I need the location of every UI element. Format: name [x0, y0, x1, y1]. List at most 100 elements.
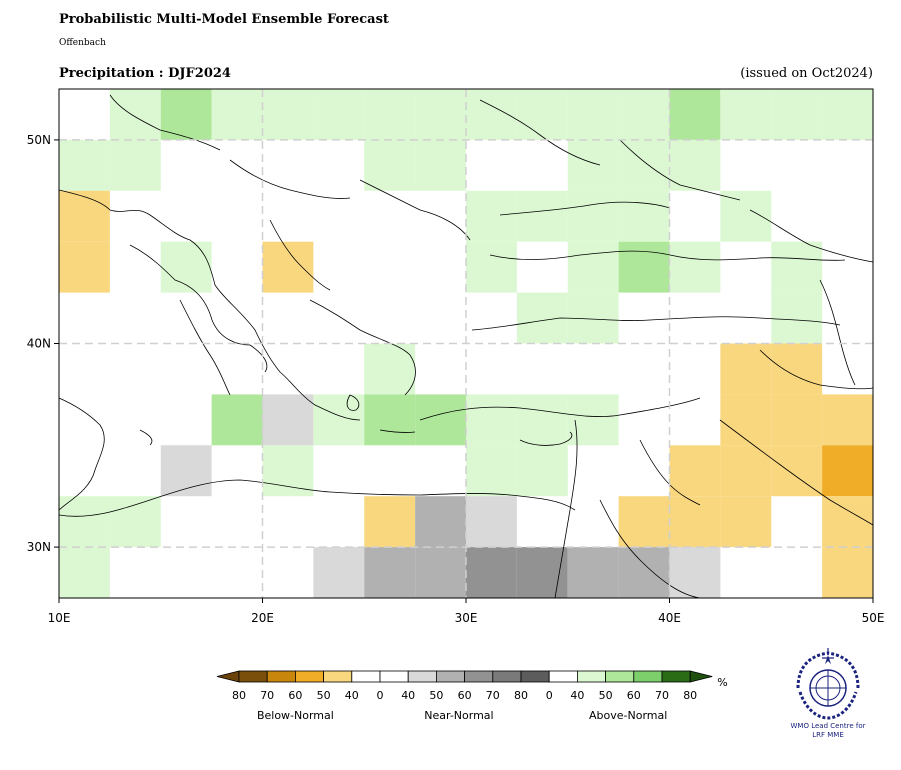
y-tick-label: 50N [27, 133, 51, 147]
probability-cell [669, 241, 721, 293]
colorbar-segment [633, 670, 663, 683]
logo-caption: WMO Lead Centre for LRF MME [780, 722, 876, 740]
probability-cell [669, 496, 721, 548]
probability-cell [109, 89, 161, 140]
probability-cell [211, 394, 263, 446]
colorbar-left-arrow [216, 670, 240, 683]
probability-cell [567, 547, 619, 598]
colorbar-segment [266, 670, 296, 683]
probability-cell [618, 139, 670, 191]
probability-cell [822, 89, 873, 140]
colorbar-segment [294, 670, 324, 683]
probability-cell [567, 89, 619, 140]
colorbar-tick-label: 0 [546, 689, 553, 702]
colorbar-tick-label: 40 [345, 689, 359, 702]
colorbar-segment [351, 670, 381, 683]
colorbar-tick-label: 40 [401, 689, 415, 702]
probability-cell [822, 496, 873, 548]
y-tick-label: 30N [27, 540, 51, 554]
colorbar-right-arrow [689, 670, 713, 683]
probability-cell [466, 445, 517, 497]
probability-cell [262, 394, 314, 446]
chart-title: Probabilistic Multi-Model Ensemble Forec… [59, 12, 389, 27]
colorbar-tick-label: 70 [260, 689, 274, 702]
probability-cell [669, 89, 721, 140]
probability-cell [720, 445, 772, 497]
probability-cell [364, 139, 416, 191]
colorbar-segment [577, 670, 607, 683]
x-tick-label: 50E [862, 611, 885, 625]
probability-cell [211, 89, 263, 140]
probability-cell [59, 547, 110, 598]
probability-cell [822, 445, 873, 497]
colorbar-tick-label: 50 [429, 689, 443, 702]
probability-cell [618, 547, 670, 598]
probability-cell [516, 89, 568, 140]
colorbar-segment [435, 670, 465, 683]
probability-cell [567, 241, 619, 293]
gridlines [59, 89, 873, 598]
colorbar-segment [407, 670, 437, 683]
probability-cell [618, 241, 670, 293]
colorbar-segment [520, 670, 550, 683]
probability-cell [618, 496, 670, 548]
probability-cell [720, 496, 772, 548]
x-tick-label: 30E [455, 611, 478, 625]
probability-cell [771, 394, 823, 446]
logo-caption-line2: LRF MME [812, 731, 844, 739]
probability-cell [364, 89, 416, 140]
probability-cell [415, 89, 466, 140]
x-tick-label: 40E [658, 611, 681, 625]
issued-label: (issued on Oct2024) [740, 66, 873, 81]
probability-cell [567, 139, 619, 191]
probability-cell [262, 89, 314, 140]
probability-cell [466, 89, 517, 140]
colorbar-tick-label: 80 [514, 689, 528, 702]
probability-cell [822, 547, 873, 598]
colorbar-segment [661, 670, 691, 683]
colorbar-tick-label: 80 [683, 689, 697, 702]
probability-cell [822, 394, 873, 446]
probability-cell [516, 190, 568, 242]
colorbar-tick-label: 60 [288, 689, 302, 702]
colorbar-legend: 80 70 60 50 40 0 40 50 60 70 80 0 40 50 60 70 80% Below-N… [216, 670, 728, 722]
probability-cell [466, 547, 517, 598]
chart-subtitle: Offenbach [59, 38, 106, 48]
colorbar-segment [379, 670, 409, 683]
probability-cell [720, 343, 772, 395]
colorbar-group-label: Below-Normal [257, 709, 334, 722]
probability-cell [466, 496, 517, 548]
probability-cell [415, 139, 466, 191]
probability-cell [771, 445, 823, 497]
colorbar-segment [605, 670, 635, 683]
probability-cell [262, 241, 314, 293]
colorbar-segment [492, 670, 522, 683]
probability-cell [160, 241, 212, 293]
probability-cell [466, 241, 517, 293]
colorbar-tick-label: 80 [232, 689, 246, 702]
x-tick-label: 10E [48, 611, 71, 625]
probability-cell [109, 139, 161, 191]
probability-cell [720, 89, 772, 140]
axis-ticks: 10E 20E 30E 40E 50E 50N 40N 30N [27, 133, 885, 625]
probability-cell [109, 496, 161, 548]
colorbar-segment [464, 670, 494, 683]
probability-cell [415, 496, 466, 548]
colorbar-segment [323, 670, 353, 683]
probability-cell [720, 190, 772, 242]
colorbar-tick-label: 50 [317, 689, 331, 702]
probability-cell [59, 139, 110, 191]
probability-cell [59, 241, 110, 293]
colorbar-group-label: Above-Normal [589, 709, 667, 722]
colorbar-tick-label: 60 [458, 689, 472, 702]
probability-cell [516, 445, 568, 497]
probability-cell [516, 394, 568, 446]
probability-cell [313, 89, 365, 140]
probability-cell [618, 190, 670, 242]
colorbar-tick-label: 0 [377, 689, 384, 702]
colorbar-segment [548, 670, 578, 683]
colorbar-tick-label: 70 [655, 689, 669, 702]
probability-cell [466, 394, 517, 446]
probability-cell [771, 241, 823, 293]
